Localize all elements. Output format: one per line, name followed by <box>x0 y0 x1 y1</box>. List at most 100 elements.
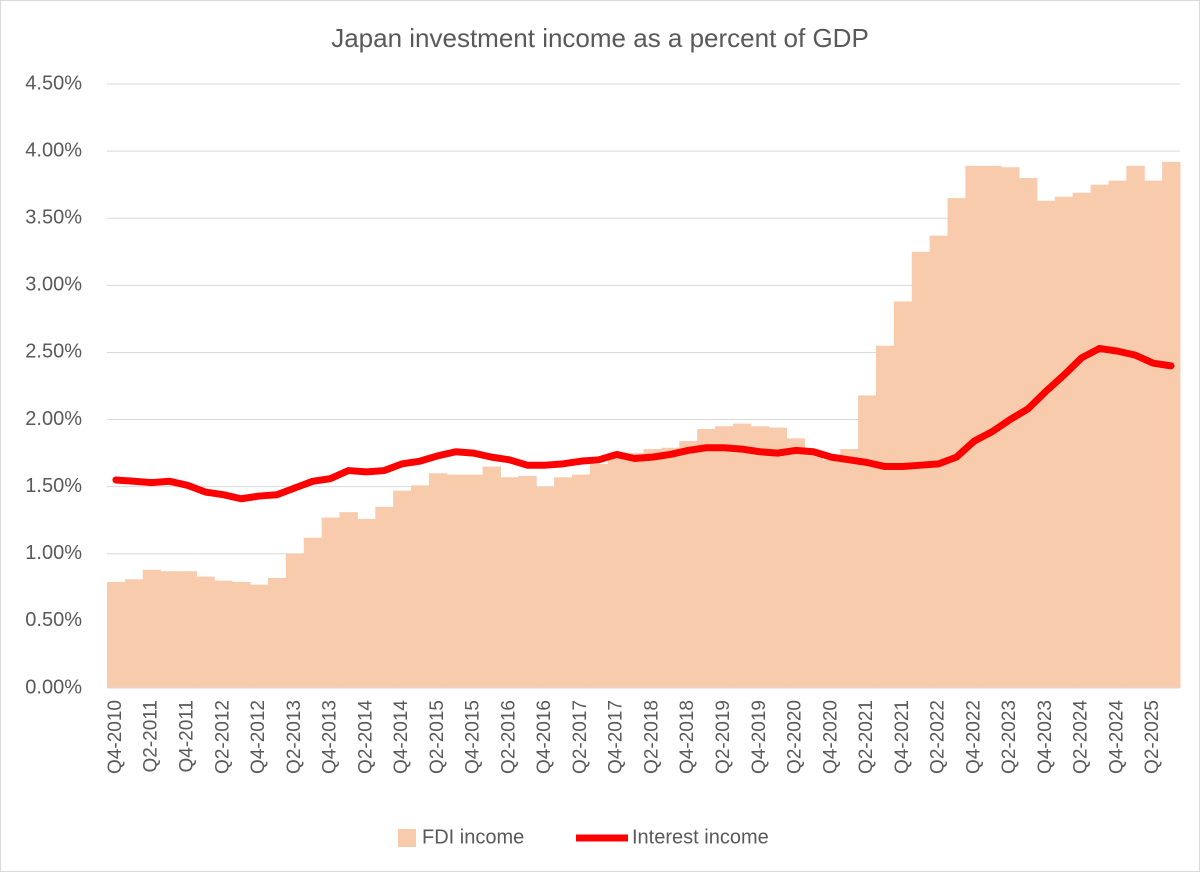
x-tick-label: Q2-2018 <box>641 700 662 774</box>
bar <box>178 571 197 688</box>
chart-title: Japan investment income as a percent of … <box>331 23 869 53</box>
bar <box>250 584 269 688</box>
bar <box>822 459 841 688</box>
bar <box>858 395 877 688</box>
bar <box>607 457 627 688</box>
bar <box>732 423 752 688</box>
bar <box>232 581 251 688</box>
x-tick-label: Q4-2017 <box>606 700 627 774</box>
x-tick-label: Q2-2023 <box>999 700 1020 774</box>
bar <box>804 451 823 688</box>
bar <box>124 579 144 688</box>
bar <box>1108 180 1127 688</box>
bar <box>482 466 501 688</box>
y-tick-label: 0.50% <box>25 609 82 631</box>
bar <box>1072 192 1092 688</box>
bar <box>500 477 519 688</box>
x-tick-label: Q4-2024 <box>1106 700 1127 774</box>
x-tick-label: Q4-2010 <box>105 700 126 774</box>
x-tick-label: Q4-2013 <box>320 700 341 774</box>
bar <box>339 512 358 688</box>
bar <box>267 577 287 688</box>
x-tick-label: Q4-2022 <box>963 700 984 774</box>
bar <box>1162 161 1181 689</box>
bar <box>589 463 609 688</box>
x-tick-label: Q2-2025 <box>1142 700 1163 774</box>
x-tick-label: Q2-2016 <box>498 700 519 774</box>
line <box>112 344 1175 503</box>
bar <box>107 581 126 688</box>
x-tick-label: Q4-2012 <box>248 700 269 774</box>
bar <box>393 490 412 688</box>
bar <box>536 486 555 688</box>
x-tick-label: Q2-2020 <box>785 700 806 774</box>
bar <box>285 553 305 688</box>
bar <box>357 518 376 688</box>
x-tick-label: Q2-2015 <box>427 700 448 774</box>
bar <box>303 537 323 688</box>
bar <box>840 449 859 688</box>
x-tick-label: Q4-2015 <box>463 700 484 774</box>
bar <box>697 428 716 688</box>
x-tick-label: Q4-2023 <box>1035 700 1056 774</box>
bar <box>893 301 913 688</box>
bar <box>983 165 1002 688</box>
bar <box>411 485 430 688</box>
x-tick-label: Q2-2014 <box>355 700 376 774</box>
x-tick-label: Q4-2011 <box>176 700 197 773</box>
bar <box>715 426 734 688</box>
bar <box>625 453 644 688</box>
bar <box>571 474 591 688</box>
bar <box>196 576 215 688</box>
bar <box>679 441 698 688</box>
y-tick-label: 1.50% <box>25 475 82 497</box>
x-tick-label: Q4-2021 <box>892 700 913 774</box>
bar <box>214 580 233 688</box>
x-tick-label: Q2-2012 <box>212 700 233 774</box>
bar <box>554 477 573 688</box>
bar <box>1144 180 1163 688</box>
bar <box>750 426 770 688</box>
bar <box>1126 165 1145 688</box>
x-tick-label: Q2-2021 <box>856 700 877 774</box>
bar <box>518 475 537 688</box>
x-tick-label: Q4-2020 <box>820 700 841 774</box>
y-tick-label: 3.00% <box>25 274 82 296</box>
legend-swatch <box>398 829 416 847</box>
bar <box>875 345 895 688</box>
bar <box>768 427 788 688</box>
x-tick-label: Q2-2013 <box>284 700 305 774</box>
bar <box>446 474 466 688</box>
x-tick-label: Q2-2024 <box>1071 700 1092 774</box>
y-tick-label: 1.00% <box>25 542 82 564</box>
bar <box>375 506 394 688</box>
x-tick-label: Q2-2017 <box>570 700 591 774</box>
y-tick-label: 3.50% <box>25 207 82 229</box>
bar <box>643 449 662 688</box>
bar <box>661 447 680 688</box>
bar <box>911 251 931 688</box>
bar <box>947 198 966 689</box>
x-tick-label: Q4-2016 <box>534 700 555 774</box>
y-tick-label: 4.50% <box>25 72 82 94</box>
bar <box>1054 196 1074 688</box>
legend-label: Interest income <box>632 826 769 848</box>
bar <box>321 517 340 688</box>
bar <box>428 473 448 688</box>
x-tick-label: Q2-2022 <box>928 700 949 774</box>
x-tick-label: Q4-2014 <box>391 700 412 774</box>
x-tick-label: Q2-2011 <box>141 700 162 773</box>
x-tick-label: Q4-2018 <box>677 700 698 774</box>
bar <box>1090 184 1109 688</box>
bar <box>464 474 484 688</box>
y-tick-label: 2.00% <box>25 408 82 430</box>
bar <box>1019 177 1038 688</box>
x-tick-label: Q4-2019 <box>749 700 770 774</box>
bar <box>1001 167 1020 688</box>
y-tick-label: 4.00% <box>25 139 82 161</box>
y-tick-label: 2.50% <box>25 341 82 363</box>
bar <box>965 165 984 688</box>
bar <box>142 569 162 688</box>
bar <box>1036 200 1056 689</box>
